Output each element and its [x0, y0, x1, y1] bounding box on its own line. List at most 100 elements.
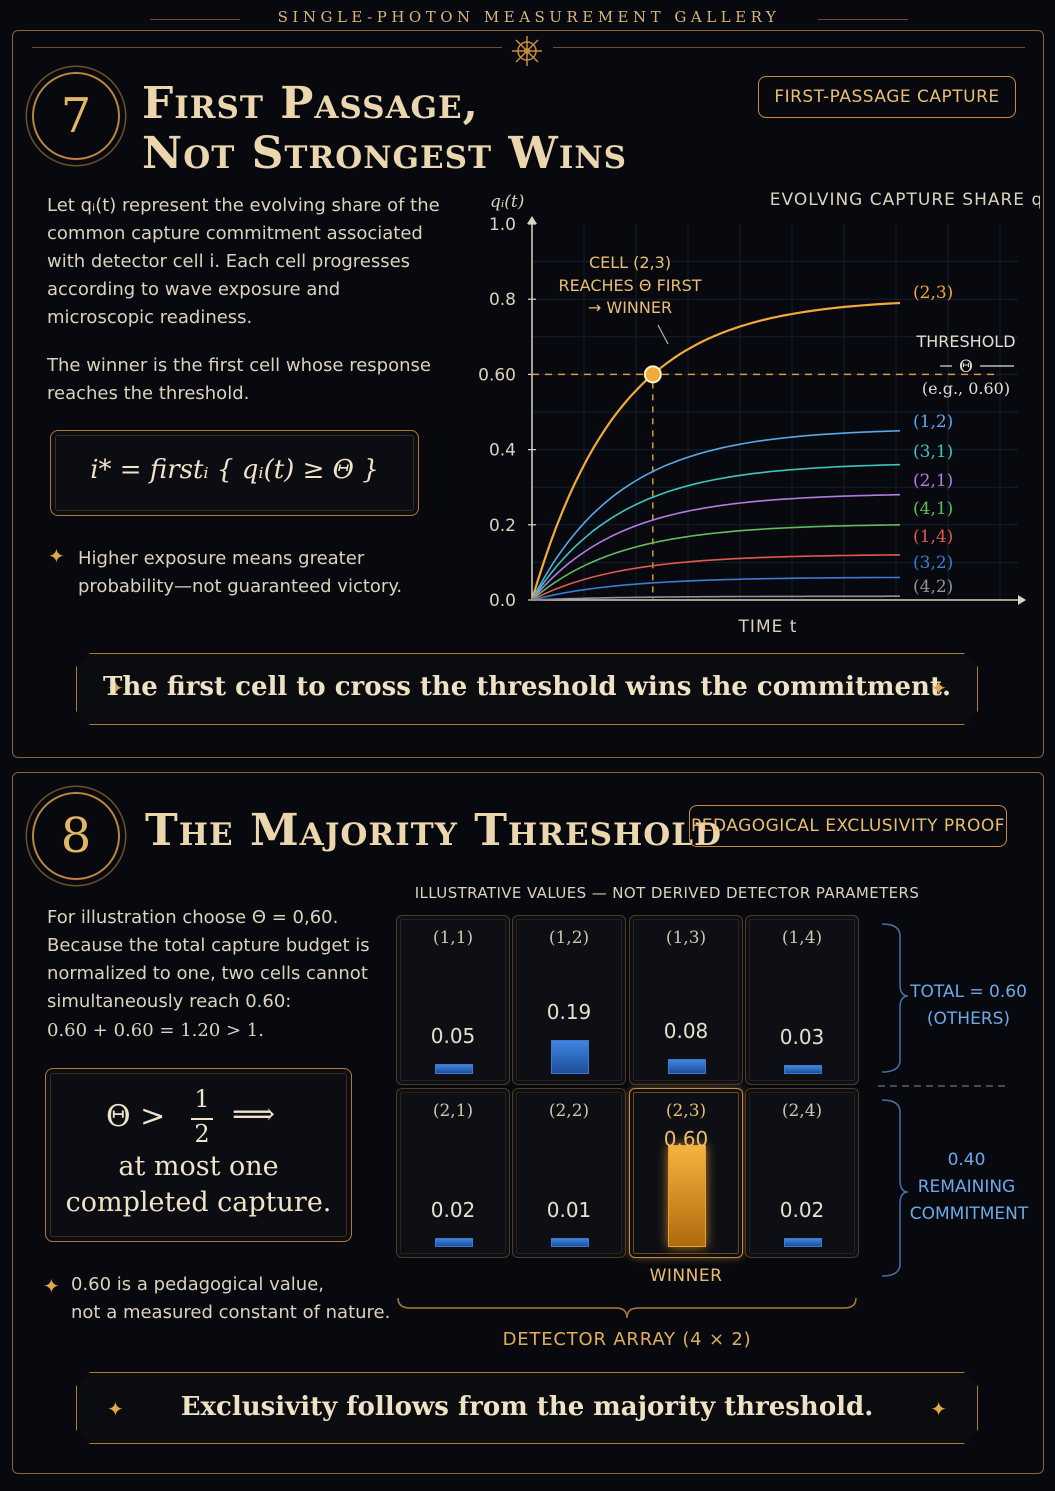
detector-array-label: DETECTOR ARRAY (4 × 2) — [502, 1329, 752, 1350]
section8-note-star: ✦ — [43, 1274, 60, 1298]
series-label: (1,4) — [913, 527, 953, 547]
series-label: (4,2) — [913, 577, 953, 597]
detector-cell-value: 0.05 — [430, 1023, 476, 1048]
detector-cell-value: 0.19 — [546, 1000, 592, 1025]
y-axis-label: qᵢ(t) — [490, 192, 524, 212]
section7-banner-star-right: ✦ — [930, 676, 947, 700]
gallery-title: SINGLE-PHOTON MEASUREMENT GALLERY — [277, 8, 781, 26]
formula-fraction-numerator: 1 — [194, 1085, 210, 1113]
section7-note-star: ✦ — [48, 544, 65, 568]
detector-cell-label: (1,1) — [432, 928, 474, 948]
gallery-title-rule-right — [818, 19, 908, 20]
y-ticks: 1.0 0.8 0.60 0.4 0.2 0.0 — [478, 215, 536, 611]
gallery-header-rule-left — [32, 47, 502, 48]
section7-paragraph2: The winner is the first cell whose respo… — [47, 355, 431, 404]
array-brace — [397, 1297, 857, 1319]
first-passage-formula: i* = firstᵢ { qᵢ(t) ≥ Θ } — [90, 455, 379, 485]
x-axis-label: TIME t — [738, 617, 798, 637]
detector-cell-label: (1,3) — [665, 928, 707, 948]
remaining-line2: REMAINING — [917, 1177, 1016, 1197]
detector-cell-bar — [784, 1238, 822, 1247]
detector-cell: (1,2) 0.19 — [512, 915, 626, 1085]
chart-title: EVOLVING CAPTURE SHARE qᵢ(t) — [770, 190, 1040, 210]
threshold-crossing-point — [643, 365, 662, 384]
section8-banner-text: Exclusivity follows from the majority th… — [180, 1392, 874, 1422]
detector-cell-value: 0.08 — [663, 1018, 709, 1043]
annotation-line3: → WINNER — [588, 298, 672, 317]
series-line — [531, 595, 900, 601]
y-tick-label: 0.0 — [489, 591, 516, 611]
winner-label: WINNER — [649, 1266, 723, 1286]
series-line — [530, 301, 901, 601]
formula-line3: completed capture. — [65, 1187, 332, 1218]
section8-note-line1: 0.60 is a pedagogical value, — [71, 1274, 325, 1295]
formula-fraction-bar — [191, 1118, 213, 1120]
section7-formula-box: i* = firstᵢ { qᵢ(t) ≥ Θ } — [50, 430, 419, 516]
detector-cell-label: (2,4) — [781, 1101, 823, 1121]
section8-equation: 0.60 + 0.60 = 1.20 > 1. — [47, 1020, 264, 1041]
detector-cell-bar — [551, 1238, 589, 1247]
section8-tag: PEDAGOGICAL EXCLUSIVITY PROOF — [689, 805, 1007, 847]
others-brace — [881, 923, 909, 1073]
section7-number-badge: 7 — [32, 72, 120, 160]
y-tick-label: 0.2 — [489, 516, 516, 536]
section7-frame — [12, 30, 1044, 758]
total-others-line2: (OTHERS) — [926, 1009, 1011, 1029]
detector-cell-bar — [668, 1145, 706, 1247]
section8-paragraph: For illustration choose Θ = 0,60. Becaus… — [47, 907, 370, 1012]
detector-cell-label: (1,2) — [548, 928, 590, 948]
series-line — [531, 493, 901, 601]
detector-cell-label: (1,4) — [781, 928, 823, 948]
detector-cell-value: 0.60 — [663, 1127, 709, 1151]
detector-cell-value: 0.03 — [779, 1025, 825, 1049]
gallery-title-rule-left — [150, 19, 240, 20]
series-line — [531, 463, 901, 601]
series-line — [531, 576, 901, 601]
section7-banner-star-left: ✦ — [107, 676, 124, 700]
annotation-leader — [657, 324, 669, 345]
y-tick-label: 0.60 — [478, 365, 516, 385]
series-line — [531, 554, 900, 601]
annotation-line2: REACHES Θ FIRST — [558, 276, 701, 295]
section7-banner: ✦ The first cell to cross the threshold … — [76, 653, 978, 725]
detector-cell-label: (2,1) — [432, 1101, 474, 1121]
series-label: (2,3) — [913, 283, 953, 303]
detector-cell-label: (2,2) — [548, 1101, 590, 1121]
ornament-wheel-icon — [512, 36, 542, 66]
gallery-header-rule-right — [553, 47, 1025, 48]
remaining-brace — [881, 1099, 909, 1277]
threshold-symbol: Θ — [959, 357, 973, 377]
chart-grid — [532, 224, 1018, 600]
series-label: (2,1) — [913, 471, 953, 491]
total-others-line1: TOTAL = 0.60 — [910, 982, 1027, 1002]
y-tick-label: 1.0 — [489, 215, 516, 235]
remaining-line1: 0.40 — [947, 1150, 986, 1170]
detector-cell-value: 0.01 — [546, 1198, 592, 1222]
series-label: (3,2) — [913, 553, 953, 573]
y-tick-label: 0.8 — [489, 290, 516, 310]
detector-cell-bar — [668, 1058, 706, 1074]
detector-cell-bar — [435, 1063, 473, 1074]
series-label: (4,1) — [913, 499, 953, 519]
legend-labels: (2,3) (1,2) (3,1) (2,1) (4,1) (1,4) (3,2) (4,2) — [913, 283, 953, 597]
y-tick-label: 0.4 — [489, 441, 516, 461]
majority-formula-lhs: Θ > — [106, 1099, 166, 1134]
series-label: (1,2) — [913, 412, 953, 432]
section8-formula-box: Θ > 1 2 ⟹ at most one completed capture. — [45, 1068, 352, 1242]
series-line — [531, 524, 901, 601]
detector-cell: (1,3) 0.08 — [629, 915, 743, 1085]
detector-cell-bar — [784, 1065, 822, 1074]
detector-cell: (2,2) 0.01 — [512, 1088, 626, 1258]
threshold-label: THRESHOLD — [915, 332, 1015, 351]
section8-title: The Majority Threshold — [145, 805, 722, 856]
section7-paragraph1: Let qᵢ(t) represent the evolving share o… — [47, 195, 440, 328]
remaining-line3: COMMITMENT — [909, 1204, 1029, 1224]
detector-cell-value: 0.02 — [430, 1198, 476, 1222]
section7-title-line2: Not Strongest Wins — [142, 128, 628, 179]
section8-banner: ✦ Exclusivity follows from the majority … — [76, 1372, 978, 1444]
detector-cell-bar — [551, 1040, 589, 1074]
section8-banner-star-right: ✦ — [930, 1397, 947, 1421]
section7-title-line1: First Passage, — [142, 78, 479, 129]
detector-cell: (1,4) 0.03 — [745, 915, 859, 1085]
detector-cell: (2,1) 0.02 — [396, 1088, 510, 1258]
